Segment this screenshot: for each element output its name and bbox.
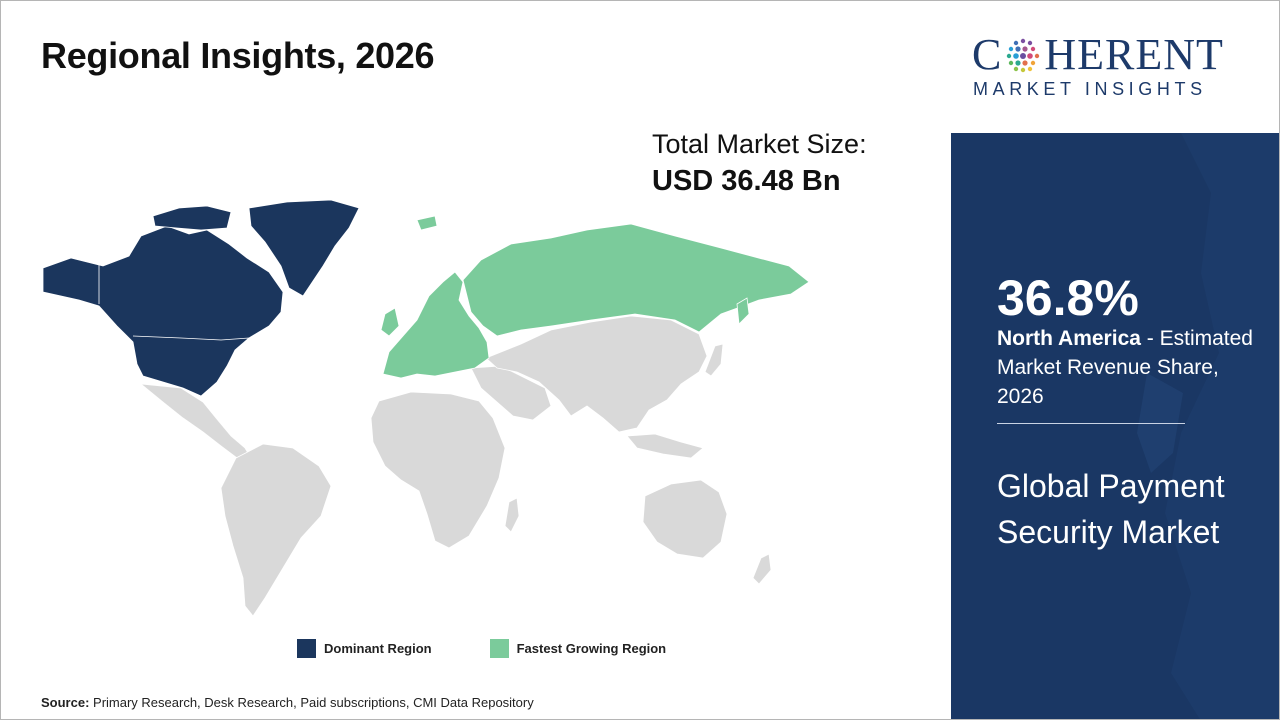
total-market-value: USD 36.48 Bn (652, 165, 841, 197)
neutral-regions (139, 315, 772, 617)
dominant-regions (42, 199, 360, 397)
region-madagascar (504, 497, 520, 533)
region-north-america (42, 225, 284, 397)
divider (997, 423, 1185, 424)
market-name: Global Payment Security Market (997, 468, 1225, 550)
legend-label-fastest: Fastest Growing Region (516, 641, 667, 656)
stat-text: - Estimated Market Revenue Share, 2026 (997, 327, 1253, 408)
logo-subtitle: MARKET INSIGHTS (973, 79, 1207, 99)
legend-item-dominant: Dominant Region (297, 639, 432, 658)
source-note: Source: Primary Research, Desk Research,… (41, 695, 534, 710)
legend-label-dominant: Dominant Region (324, 641, 432, 656)
region-europe (382, 271, 490, 379)
logo-letter-c: C (972, 30, 1003, 79)
source-label: Source: (41, 695, 90, 710)
region-canada-islands (152, 205, 232, 231)
fastest-growing-regions (380, 215, 810, 379)
panel-background-map (1101, 133, 1279, 719)
page-title: Regional Insights, 2026 (41, 35, 435, 76)
region-japan (704, 343, 724, 377)
source-text: Primary Research, Desk Research, Paid su… (89, 695, 534, 710)
stat-description: North America - Estimated Market Revenue… (997, 324, 1267, 411)
world-map (42, 199, 810, 617)
dotted-globe-icon (1007, 38, 1040, 72)
region-greenland (248, 199, 360, 297)
region-uk (380, 307, 400, 337)
logo-letters-herent: HERENT (1044, 30, 1224, 79)
logo-wordmark: C (972, 29, 1224, 80)
legend-item-fastest: Fastest Growing Region (489, 639, 667, 658)
map-legend: Dominant Region Fastest Growing Region (297, 639, 724, 658)
region-australia (642, 479, 728, 559)
info-panel: 36.8% North America - Estimated Market R… (951, 133, 1279, 719)
legend-swatch-dominant (297, 639, 316, 658)
stat-value: 36.8% (997, 270, 1139, 326)
region-south-america (220, 443, 332, 617)
region-africa (370, 391, 506, 549)
region-southeast-asia-islands (626, 433, 704, 459)
region-asia (485, 315, 708, 433)
region-kamchatka (736, 297, 750, 325)
region-new-zealand (752, 553, 772, 585)
region-russia (462, 223, 810, 337)
total-market-label: Total Market Size: (652, 129, 867, 159)
stat-region: North America (997, 327, 1141, 350)
logo: C (951, 1, 1279, 133)
region-iceland (416, 215, 438, 231)
legend-swatch-fastest (489, 639, 509, 658)
region-central-america (139, 383, 252, 459)
